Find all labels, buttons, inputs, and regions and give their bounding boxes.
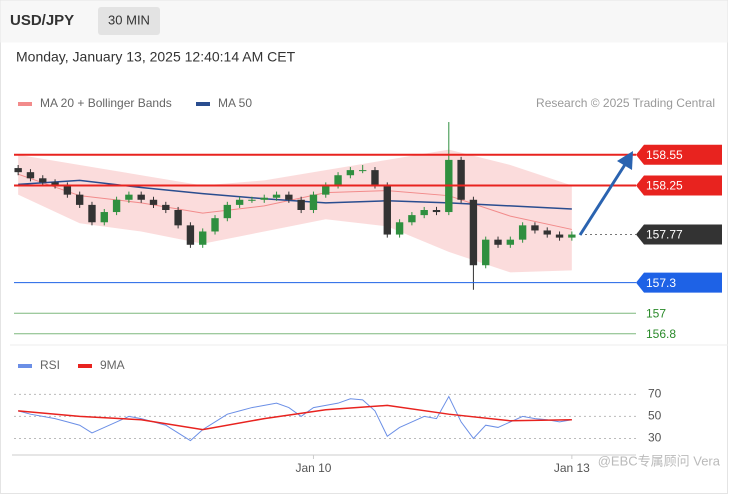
candle-body (75, 194, 84, 205)
candle-body (162, 204, 170, 210)
candle-body (186, 225, 195, 245)
candle-body (100, 212, 108, 223)
candle-body (408, 215, 416, 223)
candle-body (395, 222, 404, 235)
candle-body (39, 178, 47, 183)
candle-body (235, 199, 244, 205)
legend-label: MA 20 + Bollinger Bands (40, 96, 172, 110)
ma-line (17, 173, 572, 230)
candle-body (174, 210, 182, 226)
y-tick-label: 30 (648, 431, 662, 445)
forecast-arrow (578, 162, 628, 236)
candle-body (506, 239, 515, 245)
candle-body (112, 199, 121, 213)
legend-swatch (18, 102, 32, 106)
candle-body (518, 225, 527, 240)
candle-body (297, 199, 305, 210)
candle-body (334, 175, 342, 186)
candle-body (309, 194, 318, 210)
legend-label: MA 50 (218, 96, 252, 110)
legend-swatch (196, 102, 210, 106)
candle-body (285, 194, 293, 200)
candle-body (358, 170, 367, 172)
level-label: 158.55 (646, 148, 683, 162)
ma-line (18, 179, 572, 210)
level-label: 156.8 (646, 327, 676, 341)
candle-body (371, 170, 379, 186)
candle-body (248, 199, 256, 201)
source: Research © 2025 Trading Central (536, 96, 715, 110)
candle-body (494, 239, 502, 245)
candle-body (469, 199, 478, 266)
candle-body (199, 231, 207, 245)
level-tag (636, 224, 722, 245)
datetime: Monday, January 13, 2025 12:40:14 AM CET (16, 49, 296, 65)
watermark: @EBC专属顾问 Vera (598, 453, 721, 468)
candle-body (543, 230, 551, 235)
candle-body (531, 225, 539, 231)
x-tick-label: Jan 13 (554, 461, 590, 475)
bollinger-band (18, 149, 572, 273)
rsi-line (18, 404, 572, 431)
rsi-line (18, 395, 572, 442)
level-tag (636, 175, 722, 196)
candle-body (223, 204, 232, 219)
candle-body (149, 199, 158, 205)
candle-body (260, 197, 268, 200)
legend-label: 9MA (100, 358, 125, 372)
candle-body (211, 218, 219, 232)
arrow-head (617, 151, 633, 170)
candle-body (322, 185, 330, 195)
legend-swatch (18, 364, 32, 368)
x-tick-label: Jan 10 (295, 461, 331, 475)
legend-swatch (78, 364, 92, 368)
level-label: 157 (646, 306, 666, 320)
level-label: 157.77 (646, 228, 683, 242)
candle-body (125, 194, 133, 200)
level-tag (636, 272, 722, 293)
candle-body (14, 168, 22, 173)
y-tick-label: 70 (648, 387, 662, 401)
candle-body (88, 204, 96, 223)
candle-body (51, 182, 59, 186)
candle-body (63, 185, 72, 195)
candle-body (457, 159, 465, 200)
candle-body (137, 194, 145, 200)
level-label: 157.3 (646, 276, 676, 290)
candle-body (432, 210, 441, 213)
candle-body (482, 239, 490, 266)
level-tag (636, 144, 722, 165)
y-tick-label: 50 (648, 409, 662, 423)
legend-label: RSI (40, 358, 60, 372)
candle-body (568, 234, 576, 238)
candle-body (383, 185, 391, 235)
candle-body (26, 172, 35, 179)
candle-body (420, 210, 428, 216)
interval[interactable]: 30 MIN (108, 12, 150, 27)
symbol: USD/JPY (10, 12, 74, 29)
candle-body (272, 194, 281, 198)
candle-body (346, 170, 355, 176)
candle-body (555, 234, 564, 238)
interval-button[interactable] (98, 7, 160, 35)
level-label: 158.25 (646, 179, 683, 193)
